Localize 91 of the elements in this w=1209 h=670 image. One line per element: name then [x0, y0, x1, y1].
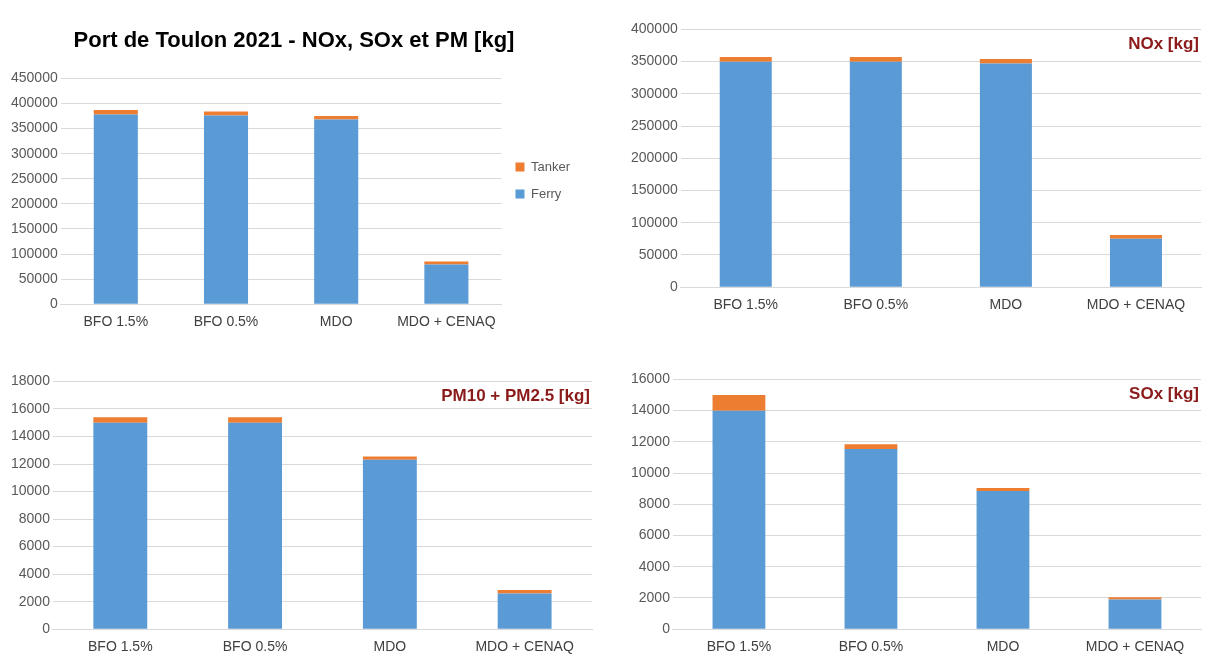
y-tick-label: 16000 [630, 370, 671, 387]
y-tick-label: 100000 [11, 244, 58, 261]
y-tick-label: 400000 [11, 94, 58, 111]
bar [203, 111, 249, 116]
x-tick-label: BFO 0.5% [843, 296, 909, 313]
y-tick-label: 350000 [11, 119, 58, 136]
y-tick-label: 14000 [10, 427, 51, 444]
y-tick-label: 2000 [18, 592, 51, 609]
y-tick-label: 100000 [631, 213, 678, 230]
y-tick-label: 4000 [638, 557, 671, 574]
x-tick-label: MDO + CENAQ [1086, 296, 1186, 313]
y-tick-label: 2000 [638, 588, 671, 605]
bar [1108, 597, 1162, 600]
y-tick-label: 6000 [18, 537, 51, 554]
y-tick-label: 4000 [18, 564, 51, 581]
x-tick-label: BFO 0.5% [222, 638, 288, 655]
x-tick-label: BFO 0.5% [193, 313, 259, 330]
legend-label: Ferry [530, 185, 562, 201]
bar [712, 410, 766, 629]
y-tick-label: 250000 [11, 169, 58, 186]
x-tick-label: BFO 1.5% [706, 638, 772, 655]
x-tick-label: MDO + CENAQ [1085, 638, 1185, 655]
chart-title: SOx [kg] [1129, 383, 1199, 403]
y-tick-label: 0 [42, 620, 51, 637]
bar [228, 422, 283, 629]
bar [93, 417, 148, 423]
bar [712, 395, 766, 411]
bar [362, 456, 417, 460]
bar [1109, 235, 1162, 239]
x-tick-label: BFO 1.5% [88, 638, 153, 655]
chart-title: PM10 + PM2.5 [kg] [441, 385, 590, 405]
x-tick-label: MDO [986, 638, 1020, 655]
bar [979, 63, 1032, 287]
y-tick-label: 200000 [11, 194, 58, 211]
bar [362, 459, 417, 629]
y-tick-label: 400000 [631, 20, 678, 37]
y-tick-label: 0 [49, 295, 58, 312]
x-tick-label: MDO + CENAQ [475, 638, 574, 655]
y-tick-label: 6000 [638, 526, 671, 543]
bar [976, 487, 1030, 492]
x-tick-label: BFO 1.5% [83, 313, 149, 330]
chart-title: Port de Toulon 2021 - NOx, SOx et PM [kg] [73, 27, 515, 53]
x-tick-label: BFO 1.5% [713, 296, 779, 313]
y-tick-label: 150000 [631, 181, 678, 198]
y-tick-label: 200000 [631, 149, 678, 166]
y-tick-label: 0 [662, 620, 671, 637]
y-tick-label: 0 [669, 278, 678, 295]
y-tick-label: 300000 [11, 144, 58, 161]
bar [849, 61, 902, 287]
bar [844, 444, 898, 449]
bar [719, 57, 772, 62]
bar [844, 448, 898, 629]
bar [1109, 238, 1162, 287]
x-tick-label: MDO [319, 313, 353, 330]
x-tick-label: MDO [373, 638, 407, 655]
y-tick-label: 10000 [10, 482, 51, 499]
bar [976, 491, 1030, 629]
y-tick-label: 8000 [638, 495, 671, 512]
y-tick-label: 12000 [10, 454, 51, 471]
bar [1108, 599, 1162, 629]
legend-label: Tanker [530, 158, 571, 174]
bar [93, 114, 138, 304]
bar [424, 261, 469, 265]
x-tick-label: MDO + CENAQ [397, 313, 496, 330]
y-tick-label: 14000 [630, 401, 671, 418]
bar [93, 422, 148, 629]
y-tick-label: 150000 [11, 219, 58, 236]
x-tick-label: BFO 0.5% [838, 638, 904, 655]
x-tick-label: MDO [989, 296, 1023, 313]
y-tick-label: 50000 [18, 269, 58, 286]
bar [424, 264, 469, 304]
bar [314, 116, 359, 120]
y-tick-label: 50000 [638, 245, 678, 262]
bar [979, 59, 1032, 64]
bar [93, 110, 138, 115]
y-tick-label: 250000 [631, 116, 678, 133]
y-tick-label: 16000 [10, 399, 51, 416]
y-tick-label: 450000 [11, 69, 58, 86]
bar [719, 61, 772, 287]
y-tick-label: 18000 [10, 372, 51, 389]
bar [228, 417, 283, 423]
y-tick-label: 10000 [630, 463, 671, 480]
chart-title: NOx [kg] [1128, 33, 1199, 53]
bar [497, 593, 552, 629]
bar [849, 57, 902, 62]
y-tick-label: 8000 [18, 509, 51, 526]
bar [314, 119, 359, 304]
y-tick-label: 300000 [631, 84, 678, 101]
y-tick-label: 12000 [630, 432, 671, 449]
y-tick-label: 350000 [631, 52, 678, 69]
bar [203, 115, 249, 304]
